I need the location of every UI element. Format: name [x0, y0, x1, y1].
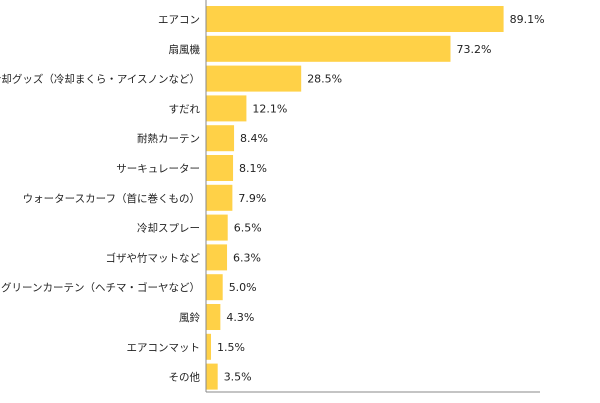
bar-9: [206, 274, 223, 301]
bar-7: [206, 214, 228, 241]
value-label-6: 7.9%: [238, 192, 266, 205]
category-label-9: グリーンカーテン（ヘチマ・ゴーヤなど）: [1, 281, 200, 294]
bar-10: [206, 304, 221, 330]
category-label-2: 冷却グッズ（冷却まくら・アイスノンなど）: [0, 73, 200, 86]
bar-3: [206, 95, 247, 122]
category-label-12: その他: [169, 371, 201, 384]
value-labels-group: 89.1% 73.2% 28.5% 12.1% 8.4% 8.1% 7.9% 6.5% 6.3%…: [217, 13, 545, 384]
category-label-7: 冷却スプレー: [137, 222, 200, 235]
bar-11: [206, 333, 212, 360]
bar-5: [206, 155, 234, 181]
value-label-4: 8.4%: [240, 132, 268, 145]
value-label-1: 73.2%: [456, 43, 491, 56]
value-label-10: 4.3%: [226, 311, 254, 324]
value-label-12: 3.5%: [224, 371, 252, 384]
value-label-3: 12.1%: [252, 102, 287, 115]
value-label-8: 6.3%: [233, 251, 261, 264]
bars-group: [206, 6, 504, 390]
category-label-8: ゴザや竹マットなど: [106, 251, 201, 264]
category-label-5: サーキュレーター: [116, 163, 200, 175]
category-label-3: すだれ: [169, 103, 201, 115]
category-label-1: 扇風機: [169, 43, 201, 56]
value-label-9: 5.0%: [229, 281, 257, 294]
bar-0: [206, 6, 504, 32]
category-label-11: エアコンマット: [127, 342, 201, 354]
value-label-0: 89.1%: [510, 13, 545, 26]
bar-1: [206, 35, 451, 62]
bar-6: [206, 184, 233, 211]
value-label-2: 28.5%: [307, 73, 342, 86]
bar-8: [206, 244, 228, 271]
bar-4: [206, 125, 235, 152]
value-label-11: 1.5%: [217, 341, 245, 354]
value-label-5: 8.1%: [239, 162, 267, 175]
category-label-0: エアコン: [158, 14, 200, 26]
bar-12: [206, 363, 218, 390]
category-label-6: ウォータースカーフ（首に巻くもの）: [23, 192, 200, 205]
bar-2: [206, 65, 302, 92]
category-label-4: 耐熱カーテン: [137, 132, 200, 145]
value-label-7: 6.5%: [234, 222, 262, 235]
category-label-10: 風鈴: [179, 311, 200, 324]
